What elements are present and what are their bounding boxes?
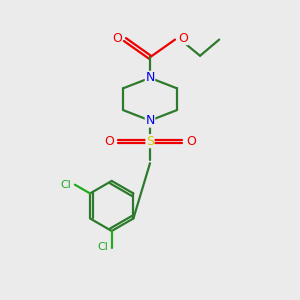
Text: O: O bbox=[178, 32, 188, 45]
Text: Cl: Cl bbox=[98, 242, 108, 252]
Text: O: O bbox=[104, 135, 114, 148]
Text: O: O bbox=[186, 135, 196, 148]
Text: Cl: Cl bbox=[61, 180, 71, 190]
Text: N: N bbox=[145, 71, 155, 84]
Text: N: N bbox=[145, 114, 155, 127]
Text: S: S bbox=[146, 135, 154, 148]
Text: O: O bbox=[112, 32, 122, 45]
